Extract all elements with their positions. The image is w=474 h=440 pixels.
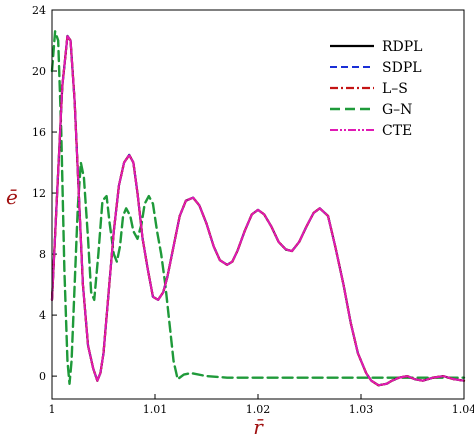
legend-label: RDPL (382, 39, 422, 55)
y-axis-label: ē (6, 185, 18, 209)
legend-label: G–N (382, 102, 412, 118)
series-line-cte (51, 34, 465, 387)
y-tick-label: 0 (39, 370, 46, 383)
y-tick-label: 20 (32, 65, 46, 78)
plot-frame (51, 9, 465, 400)
y-tick-label: 16 (32, 126, 46, 139)
tick-labels: 1 1.01 1.02 1.03 1.04 0 4 8 12 16 20 24 (32, 4, 474, 416)
y-tick-label: 8 (39, 248, 46, 261)
x-axis-label: r̄ (253, 415, 264, 439)
legend-label: L–S (382, 81, 408, 97)
series-line-g-n (50, 30, 466, 385)
legend: RDPL SDPL L–S G–N CTE (330, 39, 422, 139)
x-tick-label: 1.03 (349, 403, 374, 416)
y-tick-label: 4 (39, 309, 46, 322)
series-lines (50, 30, 466, 387)
x-tick-label: 1 (49, 403, 56, 416)
y-tick-label: 24 (32, 4, 46, 17)
legend-label: CTE (382, 123, 412, 139)
legend-label: SDPL (382, 60, 422, 76)
x-tick-label: 1.04 (452, 403, 474, 416)
x-tick-label: 1.01 (143, 403, 168, 416)
y-tick-label: 12 (32, 187, 46, 200)
x-tick-label: 1.02 (246, 403, 271, 416)
